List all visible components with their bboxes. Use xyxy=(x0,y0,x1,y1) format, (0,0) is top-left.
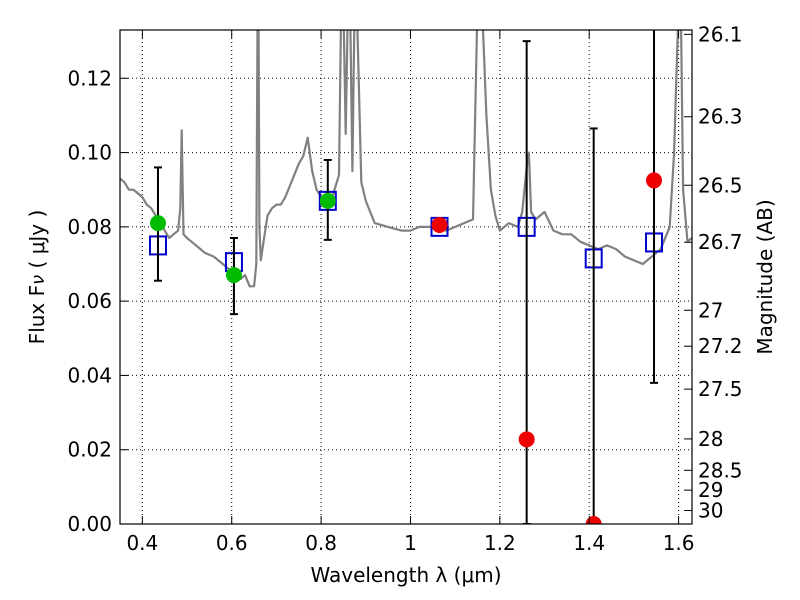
mag-tick-label: 30 xyxy=(698,499,723,523)
mag-tick-label: 27.5 xyxy=(698,377,743,401)
y-axis-label-sub: ν xyxy=(28,275,49,285)
upper-limit-point xyxy=(646,172,663,189)
x-tick-label: 1.4 xyxy=(573,531,605,555)
mag-tick-label: 29 xyxy=(698,478,723,502)
y-tick-label: 0.08 xyxy=(67,215,112,239)
mag-tick-label: 26.7 xyxy=(698,230,743,254)
detection-point xyxy=(319,192,336,209)
spectrum-line xyxy=(120,30,692,288)
plot-frame xyxy=(119,29,693,525)
y-axis-label: Flux Fν ( μJy ) xyxy=(25,210,49,345)
y-tick-label: 0.02 xyxy=(67,438,112,462)
upper-limit-point xyxy=(431,217,448,233)
x-tick-label: 0.4 xyxy=(126,531,158,555)
detection-point xyxy=(225,267,242,284)
y-tick-label: 0.06 xyxy=(67,289,112,313)
mag-tick-label: 28 xyxy=(698,427,723,451)
mag-tick-label: 27 xyxy=(698,298,723,322)
y-axis-label-main: Flux F xyxy=(25,285,49,344)
upper-limit-point xyxy=(518,431,535,448)
x-tick-label: 0.8 xyxy=(305,531,337,555)
axes: 0.4 0.6 0.8 1 1.2 1.4 1.6 0.00 0.02 0.04 0.06 0.08 0… xyxy=(67,22,742,555)
x-tick-label: 0.6 xyxy=(216,531,248,555)
mag-tick-label: 27.2 xyxy=(698,334,743,358)
mag-tick-label: 26.1 xyxy=(698,22,743,46)
plot-area xyxy=(120,30,692,524)
upper-limit-point xyxy=(585,516,602,524)
y-tick-label: 0.10 xyxy=(67,141,112,165)
x-tick-label: 1.6 xyxy=(663,531,695,555)
y-axis-label-unit: ( μJy ) xyxy=(25,210,49,275)
mag-tick-label: 26.3 xyxy=(698,105,743,129)
mag-tick-label: 28.5 xyxy=(698,458,743,482)
y-tick-label: 0.12 xyxy=(67,66,112,90)
y2-axis-label: Magnitude (AB) xyxy=(753,199,777,354)
x-tick-label: 1.2 xyxy=(484,531,516,555)
mag-tick-label: 26.5 xyxy=(698,173,743,197)
x-axis-label: Wavelength λ (μm) xyxy=(310,563,501,587)
x-tick-label: 1 xyxy=(404,531,417,555)
y-tick-label: 0.04 xyxy=(67,363,112,387)
detection-point xyxy=(149,215,166,232)
y-tick-label: 0.00 xyxy=(67,512,112,536)
